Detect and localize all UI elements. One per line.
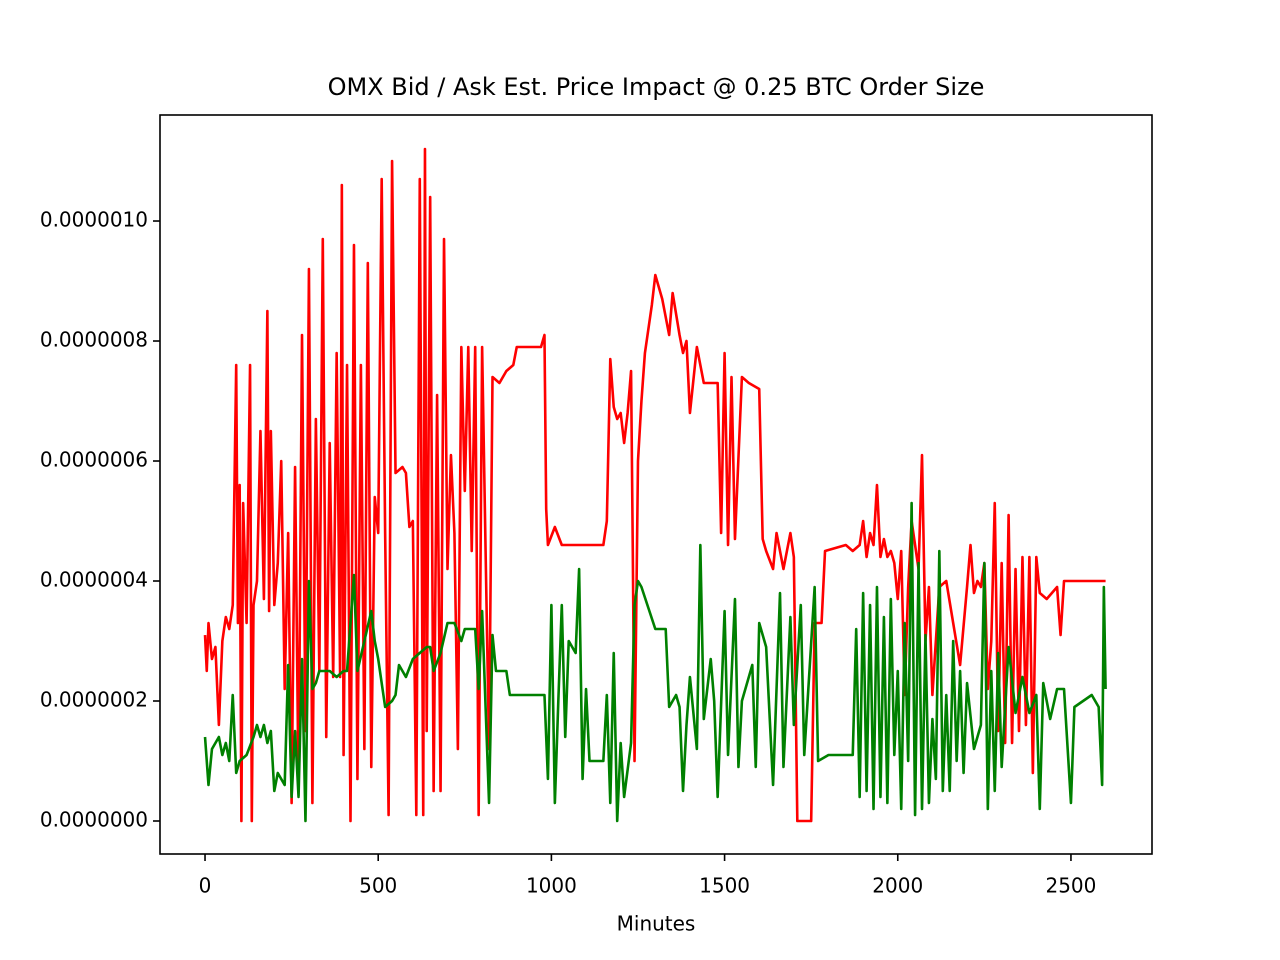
x-tick-label: 500 [359,874,397,898]
y-tick-label: 0.0000000 [40,808,148,832]
x-tick-label: 0 [199,874,212,898]
series-line [203,147,1106,823]
axes-frame [159,114,1153,855]
y-tick-label: 0.0000010 [40,208,148,232]
x-axis-label: Minutes [617,912,696,936]
x-tick-label: 2500 [1045,874,1096,898]
y-tick-label: 0.0000002 [40,688,148,712]
y-tick-label: 0.0000006 [40,448,148,472]
plot-area [203,147,1107,823]
series-line [203,501,1107,823]
y-tick-label: 0.0000004 [40,568,148,592]
x-tick-label: 1000 [526,874,577,898]
y-tick-label: 0.0000008 [40,328,148,352]
x-tick-label: 2000 [872,874,923,898]
x-tick-label: 1500 [699,874,750,898]
chart-title: OMX Bid / Ask Est. Price Impact @ 0.25 B… [328,73,985,101]
